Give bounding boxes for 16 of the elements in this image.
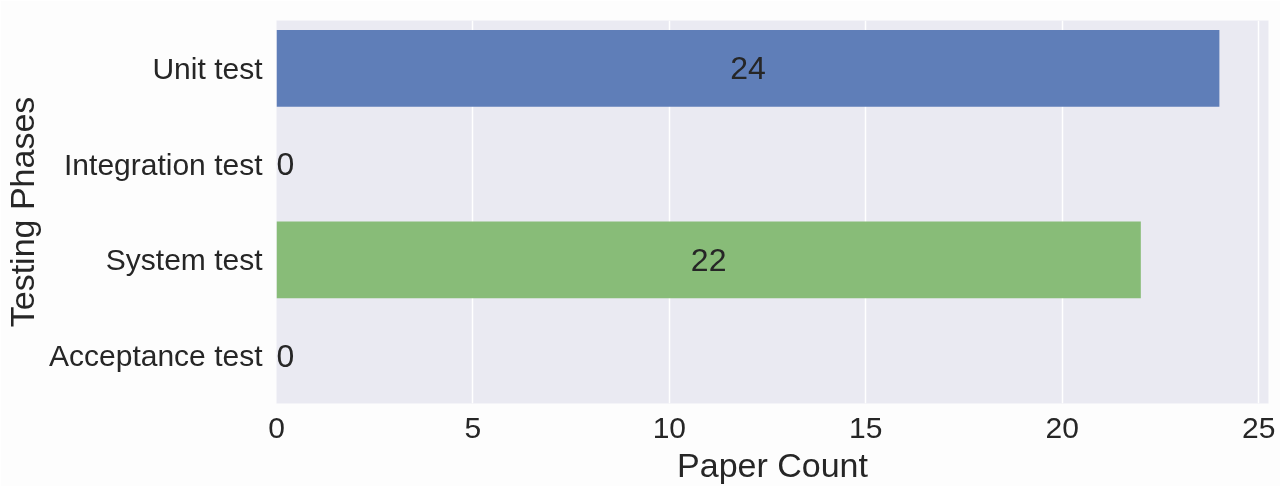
y-tick-label: System test (105, 243, 264, 277)
y-tick-label: Acceptance test (49, 339, 264, 373)
x-tick-label: 5 (464, 410, 482, 444)
data-label: 0 (276, 146, 295, 183)
x-tick-label: 20 (1045, 410, 1079, 444)
y-tick-label: Integration test (64, 147, 264, 181)
x-tick-label: 10 (652, 410, 687, 444)
data-label: 22 (690, 241, 727, 278)
x-tick-label: 0 (268, 410, 285, 444)
y-axis-title: Testing Phases (3, 96, 42, 328)
x-tick-label: 15 (849, 410, 883, 444)
data-label: 0 (276, 337, 295, 374)
y-tick-label: Unit test (152, 51, 264, 85)
x-axis-title: Paper Count (677, 445, 869, 484)
x-tick-label: 25 (1241, 410, 1276, 444)
data-label: 24 (730, 50, 766, 87)
